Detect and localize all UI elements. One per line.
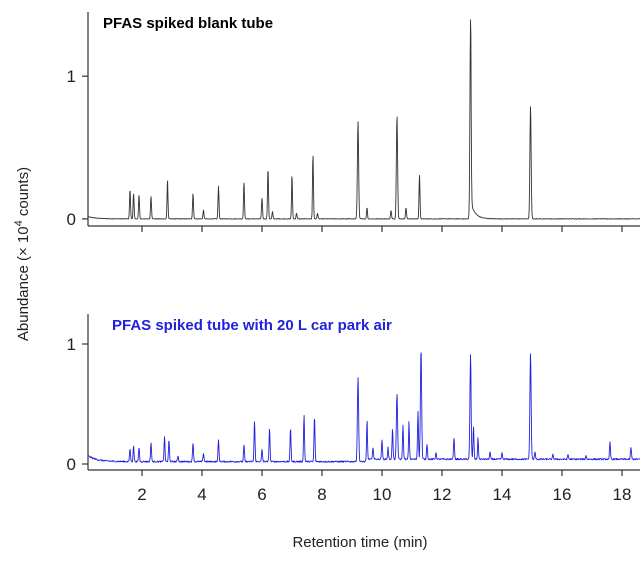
- peak-point: [271, 210, 274, 213]
- y-axis-label-suffix: counts): [15, 167, 32, 220]
- peak-point: [472, 428, 475, 431]
- peak-point: [391, 430, 394, 433]
- panel-title: PFAS spiked tube with 20 L car park air: [112, 317, 392, 334]
- peak-point: [132, 445, 135, 448]
- peak-point: [217, 439, 220, 442]
- peak-point: [177, 454, 180, 457]
- peak-point: [303, 413, 306, 416]
- peak-point: [312, 152, 315, 155]
- peak-point: [267, 166, 270, 169]
- peak-point: [163, 435, 166, 438]
- y-axis-label-superscript: 4: [13, 220, 25, 226]
- y-axis-title: Abundance (× 104 counts): [13, 167, 32, 341]
- peak-point: [129, 187, 132, 190]
- peak-point: [129, 447, 132, 450]
- y-tick-label: 0: [67, 210, 76, 229]
- peak-point: [192, 192, 195, 195]
- peak-point: [316, 212, 319, 215]
- peak-point: [405, 206, 408, 209]
- panel-title: PFAS spiked blank tube: [103, 15, 273, 32]
- peak-point: [630, 448, 633, 451]
- x-tick-label: 14: [493, 485, 512, 504]
- peak-point: [268, 427, 271, 430]
- peak-point: [150, 441, 153, 444]
- peak-point: [150, 195, 153, 198]
- peak-point: [585, 457, 588, 460]
- peak-point: [453, 439, 456, 442]
- peak-point: [387, 448, 390, 451]
- trace-line: [87, 19, 640, 220]
- peak-point: [357, 119, 360, 122]
- x-tick-label: 12: [433, 485, 452, 504]
- peak-point: [192, 441, 195, 444]
- peak-point: [261, 448, 264, 451]
- y-tick-label: 1: [67, 67, 76, 86]
- peak-point: [261, 196, 264, 199]
- x-tick-label: 10: [373, 485, 392, 504]
- peak-point: [529, 103, 532, 106]
- peak-point: [390, 209, 393, 212]
- peak-point: [253, 419, 256, 422]
- peak-point: [357, 375, 360, 378]
- peak-point: [289, 427, 292, 430]
- peak-point: [402, 427, 405, 430]
- peak-point: [417, 412, 420, 415]
- peak-point: [372, 448, 375, 451]
- peak-point: [381, 441, 384, 444]
- peak-point: [366, 421, 369, 424]
- x-tick-label: 16: [553, 485, 572, 504]
- y-tick-label: 1: [67, 335, 76, 354]
- peak-point: [243, 443, 246, 446]
- peak-point: [138, 193, 141, 196]
- peak-point: [418, 173, 421, 176]
- panel-1: 0 1 PFAS spiked blank tube: [67, 12, 640, 232]
- peak-point: [469, 356, 472, 359]
- peak-point: [477, 439, 480, 442]
- peak-point: [567, 455, 570, 458]
- y-tick-label: 0: [67, 455, 76, 474]
- peak-point: [166, 177, 169, 180]
- peak-point: [408, 423, 411, 426]
- peak-point: [217, 185, 220, 188]
- peak-point: [489, 453, 492, 456]
- peak-point: [202, 452, 205, 455]
- peak-point: [420, 349, 423, 352]
- peak-point: [295, 212, 298, 215]
- y-axis-label-prefix: Abundance (× 10: [15, 226, 32, 341]
- peak-point: [396, 113, 399, 116]
- peak-point: [396, 394, 399, 397]
- peak-point: [552, 455, 555, 458]
- peak-point: [313, 415, 316, 418]
- peak-point: [243, 180, 246, 183]
- x-axis-title: Retention time (min): [292, 534, 427, 551]
- x-tick-label: 2: [137, 485, 146, 504]
- peak-point: [435, 453, 438, 456]
- peak-point: [366, 206, 369, 209]
- y-axis-label: Abundance (× 104 counts): [13, 167, 32, 341]
- peak-point: [534, 453, 537, 456]
- peak-point: [291, 173, 294, 176]
- peak-point: [426, 445, 429, 448]
- peak-point: [469, 18, 472, 21]
- peak-point: [132, 192, 135, 195]
- peak-point: [501, 454, 504, 457]
- x-tick-label: 8: [317, 485, 326, 504]
- peak-point: [138, 446, 141, 449]
- x-tick-label: 18: [613, 485, 632, 504]
- peak-point: [529, 353, 532, 356]
- peak-point: [609, 443, 612, 446]
- trace-line: [87, 352, 640, 463]
- peak-point: [168, 439, 171, 442]
- x-tick-label: 6: [257, 485, 266, 504]
- x-tick-label: 4: [197, 485, 206, 504]
- peak-point: [202, 209, 205, 212]
